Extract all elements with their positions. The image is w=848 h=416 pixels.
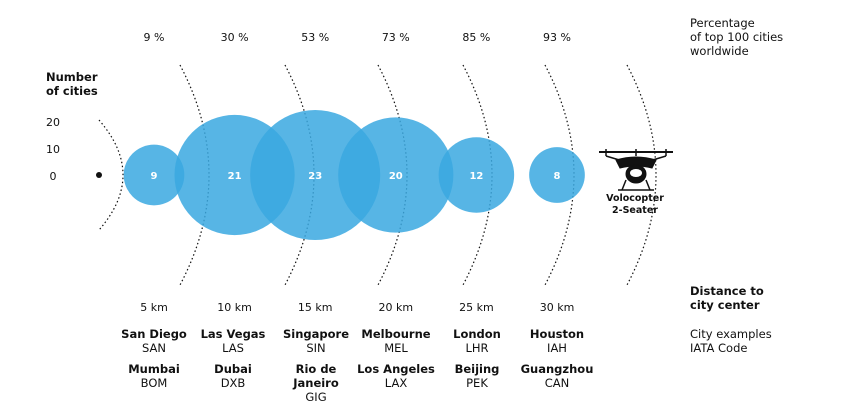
city-example-primary: Las Vegas LAS [185, 327, 281, 355]
bubble-value-label: 9 [151, 171, 158, 182]
percent-labels: 9 % 30 % 53 % 73 % 85 % 93 % [144, 31, 571, 44]
distance-label: 20 km [379, 301, 414, 314]
percent-label: 73 % [382, 31, 410, 44]
city-code: LHR [465, 341, 489, 355]
bubble-value-label: 8 [554, 171, 561, 182]
x-axis-label: Distance to city center [690, 284, 764, 312]
city-code: IAH [547, 341, 567, 355]
city-example-secondary: Rio de Janeiro GIG [268, 362, 364, 404]
city-example-secondary: Guangzhou CAN [509, 362, 605, 390]
city-code: MEL [384, 341, 408, 355]
city-code: SAN [142, 341, 166, 355]
y-tick-label: 10 [46, 143, 60, 156]
city-example-primary: Melbourne MEL [348, 327, 444, 355]
city-name: Melbourne [361, 327, 431, 341]
bubble [338, 117, 454, 233]
city-name: Houston [529, 327, 585, 341]
city-code: PEK [466, 376, 488, 390]
city-example-primary: San Diego SAN [106, 327, 202, 355]
city-code: DXB [220, 376, 246, 390]
distance-label: 5 km [140, 301, 168, 314]
city-code: LAX [384, 376, 408, 390]
distance-arc [98, 119, 124, 231]
bubble-value-label: 20 [389, 171, 403, 182]
city-example-secondary: Mumbai BOM [106, 362, 202, 390]
bubble [250, 109, 381, 241]
distance-label: 25 km [459, 301, 494, 314]
y-tick-label: 0 [50, 170, 57, 183]
city-name: London [453, 327, 501, 341]
city-name: Rio de Janeiro [293, 362, 339, 390]
distance-label: 10 km [217, 301, 252, 314]
city-name: Beijing [454, 362, 500, 376]
city-code: BOM [140, 376, 168, 390]
bubble-value-label: 21 [228, 171, 242, 182]
city-name: Singapore [282, 327, 349, 341]
city-name: Mumbai [128, 362, 180, 376]
city-name: Las Vegas [200, 327, 266, 341]
vehicle-label: Volocopter 2-Seater [606, 193, 664, 216]
city-code: SIN [306, 341, 326, 355]
city-name: Guangzhou [520, 362, 594, 376]
city-example-primary: Houston IAH [509, 327, 605, 355]
city-code: GIG [305, 390, 327, 404]
city-example-primary: London LHR [429, 327, 525, 355]
bubble [123, 144, 185, 206]
drone-icon [599, 149, 673, 191]
city-code: LAS [222, 341, 244, 355]
bubble [438, 137, 515, 213]
city-example-primary: Singapore SIN [268, 327, 364, 355]
distance-label: 30 km [540, 301, 575, 314]
bubble [529, 147, 585, 203]
city-code: CAN [544, 376, 570, 390]
distance-label: 15 km [298, 301, 333, 314]
percent-label: 30 % [221, 31, 249, 44]
y-axis-ticks: 20 10 0 [46, 116, 60, 183]
y-tick-label: 20 [46, 116, 60, 129]
city-legend: City examples IATA Code [690, 327, 772, 355]
top-axis-label: Percentage of top 100 cities worldwide [690, 16, 784, 58]
city-name: San Diego [121, 327, 187, 341]
city-example-secondary: Los Angeles LAX [348, 362, 444, 390]
y-axis-label: Number of cities [46, 70, 98, 98]
bubble-value-label: 23 [308, 171, 322, 182]
origin-dot [96, 172, 102, 178]
city-name: Dubai [214, 362, 252, 376]
bubble-labels: 9 21 23 20 12 8 [151, 171, 561, 182]
city-example-secondary: Dubai DXB [185, 362, 281, 390]
bubble-value-label: 12 [469, 171, 483, 182]
percent-label: 93 % [543, 31, 571, 44]
city-example-secondary: Beijing PEK [429, 362, 525, 390]
percent-label: 9 % [144, 31, 165, 44]
city-name: Los Angeles [357, 362, 435, 376]
percent-label: 85 % [462, 31, 490, 44]
distance-arcs [98, 64, 657, 286]
distance-labels: 5 km 10 km 15 km 20 km 25 km 30 km [140, 301, 574, 314]
bubble-series [123, 109, 585, 241]
percent-label: 53 % [301, 31, 329, 44]
